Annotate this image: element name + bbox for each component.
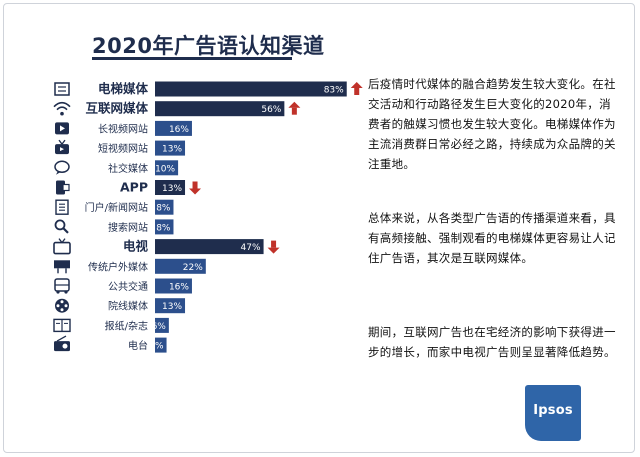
value-label: 10% xyxy=(155,164,175,174)
trend-up-arrow xyxy=(350,82,363,95)
page-title: 2020年广告语认知渠道 xyxy=(92,34,325,58)
value-label: 83% xyxy=(324,86,344,96)
category-label: 长视频网站 xyxy=(98,122,148,135)
radio-icon xyxy=(54,335,70,352)
category-label: 传统户外媒体 xyxy=(88,260,148,273)
value-label: 8% xyxy=(156,223,171,233)
value-label: 13% xyxy=(162,184,182,194)
category-label: APP xyxy=(120,180,148,195)
bar xyxy=(155,180,186,195)
bar xyxy=(155,258,206,274)
category-label: 短视频网站 xyxy=(98,142,148,155)
tv-icon xyxy=(55,139,69,155)
trend-down-arrow xyxy=(267,240,280,254)
value-label: 13% xyxy=(162,145,182,155)
paragraph-2: 总体来说，从各类型广告语的传播渠道来看，具有高频接触、强制观看的电梯媒体更容易让… xyxy=(368,211,616,265)
bar xyxy=(155,81,347,97)
video-player-icon xyxy=(55,122,69,135)
bar xyxy=(155,219,174,235)
bar xyxy=(155,239,264,255)
newspaper-icon xyxy=(53,318,71,333)
value-label: 5% xyxy=(149,342,164,352)
bar xyxy=(155,120,192,136)
value-label: 47% xyxy=(241,243,261,253)
category-label: 电台 xyxy=(128,339,148,352)
bar xyxy=(155,140,186,156)
building-icon xyxy=(54,82,70,96)
category-label: 互联网媒体 xyxy=(85,101,148,116)
category-label: 报纸/杂志 xyxy=(105,319,148,332)
trend-up-arrow xyxy=(288,101,301,115)
value-label: 8% xyxy=(156,204,171,214)
bar xyxy=(155,298,186,314)
bar xyxy=(155,337,167,353)
slide xyxy=(3,3,635,453)
category-label: 社交媒体 xyxy=(108,162,148,175)
logo-text: Ipsos xyxy=(533,403,573,418)
category-label: 公共交通 xyxy=(108,280,148,293)
ipsos-logo: Ipsos xyxy=(525,385,581,441)
billboard-icon xyxy=(54,260,70,274)
value-label: 22% xyxy=(183,263,203,273)
value-label: 6% xyxy=(152,322,167,332)
value-label: 16% xyxy=(169,125,189,135)
wifi-icon xyxy=(53,101,71,116)
bus-icon xyxy=(54,278,70,294)
chat-icon xyxy=(54,160,70,175)
bar xyxy=(155,101,285,117)
bar xyxy=(155,199,174,215)
value-label: 13% xyxy=(162,302,182,312)
mobile-app-icon xyxy=(56,180,70,195)
television-icon xyxy=(53,238,71,255)
value-label: 56% xyxy=(261,105,281,115)
category-label: 搜索网站 xyxy=(108,221,148,234)
category-label: 门户/新闻网站 xyxy=(85,201,148,214)
title-underline xyxy=(92,57,292,60)
news-page-icon xyxy=(55,199,69,215)
paragraph-1: 后疫情时代媒体的融合趋势发生较大变化。在社交活动和行动路径发生巨大变化的2020… xyxy=(368,77,616,171)
bar xyxy=(155,317,169,333)
category-label: 电视 xyxy=(123,239,149,254)
paragraph-3: 期间，互联网广告也在宅经济的影响下获得进一步的增长，而家中电视广告则呈显著降低趋… xyxy=(368,325,616,359)
category-label: 院线媒体 xyxy=(108,300,148,313)
value-label: 16% xyxy=(169,283,189,293)
bar xyxy=(155,160,179,176)
search-icon xyxy=(54,219,69,234)
category-label: 电梯媒体 xyxy=(98,81,149,96)
trend-down-arrow xyxy=(189,181,202,195)
bar xyxy=(155,278,192,294)
film-reel-icon xyxy=(55,298,69,313)
